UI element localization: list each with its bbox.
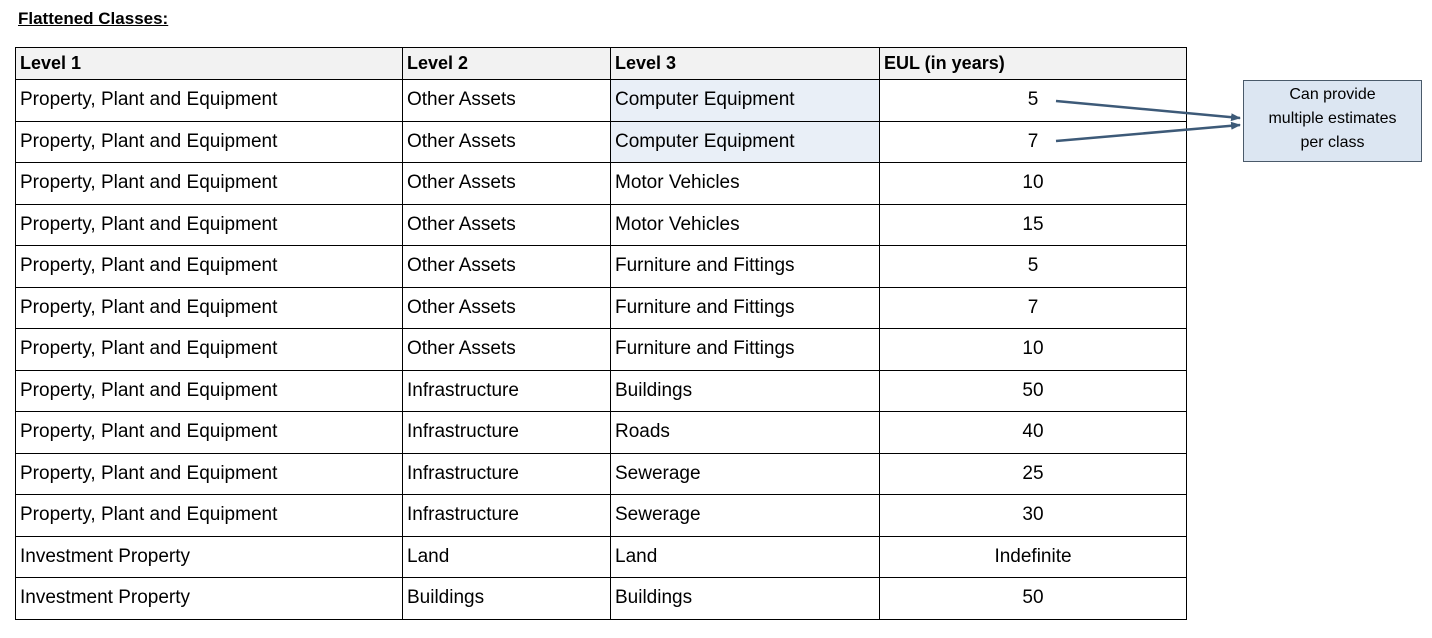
cell-level-3: Land xyxy=(610,535,880,578)
cell-level-1: Property, Plant and Equipment xyxy=(15,203,403,246)
column-header-level-1: Level 1 xyxy=(15,47,403,80)
cell-level-3: Roads xyxy=(610,411,880,454)
table-row: Property, Plant and Equipment Infrastruct… xyxy=(15,411,1187,454)
table-row: Property, Plant and Equipment Other Asset… xyxy=(15,286,1187,329)
column-header-eul: EUL (in years) xyxy=(879,47,1187,80)
cell-level-1: Investment Property xyxy=(15,535,403,578)
cell-eul: 7 xyxy=(879,286,1187,329)
cell-level-1: Property, Plant and Equipment xyxy=(15,494,403,537)
cell-level-2: Buildings xyxy=(402,577,611,620)
table-row: Property, Plant and Equipment Other Asset… xyxy=(15,245,1187,288)
cell-level-3: Motor Vehicles xyxy=(610,162,880,205)
table-row: Property, Plant and Equipment Infrastruct… xyxy=(15,452,1187,495)
cell-eul: 5 xyxy=(879,79,1187,122)
cell-level-1: Investment Property xyxy=(15,577,403,620)
cell-level-3: Furniture and Fittings xyxy=(610,286,880,329)
cell-eul: 10 xyxy=(879,328,1187,371)
cell-level-1: Property, Plant and Equipment xyxy=(15,79,403,122)
cell-level-2: Other Assets xyxy=(402,328,611,371)
cell-level-1: Property, Plant and Equipment xyxy=(15,245,403,288)
cell-level-2: Other Assets xyxy=(402,245,611,288)
cell-eul: 15 xyxy=(879,203,1187,246)
cell-eul: 5 xyxy=(879,245,1187,288)
table-row: Property, Plant and Equipment Infrastruct… xyxy=(15,494,1187,537)
cell-eul: 25 xyxy=(879,452,1187,495)
table-row: Property, Plant and Equipment Other Asset… xyxy=(15,120,1187,163)
cell-level-2: Infrastructure xyxy=(402,411,611,454)
cell-level-3: Sewerage xyxy=(610,494,880,537)
cell-level-2: Infrastructure xyxy=(402,369,611,412)
cell-eul: 30 xyxy=(879,494,1187,537)
cell-level-3: Computer Equipment xyxy=(610,79,880,122)
cell-level-2: Land xyxy=(402,535,611,578)
table-row: Investment Property Land Land Indefinite xyxy=(15,535,1187,578)
table-row: Property, Plant and Equipment Infrastruct… xyxy=(15,369,1187,412)
cell-level-3: Buildings xyxy=(610,577,880,620)
cell-level-1: Property, Plant and Equipment xyxy=(15,162,403,205)
cell-level-2: Other Assets xyxy=(402,203,611,246)
callout-line: per class xyxy=(1300,134,1365,151)
cell-level-3: Sewerage xyxy=(610,452,880,495)
cell-level-2: Other Assets xyxy=(402,286,611,329)
cell-eul: 50 xyxy=(879,577,1187,620)
cell-level-2: Infrastructure xyxy=(402,494,611,537)
cell-level-2: Other Assets xyxy=(402,120,611,163)
section-title: Flattened Classes: xyxy=(18,9,169,28)
column-header-level-2: Level 2 xyxy=(402,47,611,80)
cell-level-2: Other Assets xyxy=(402,162,611,205)
cell-level-3: Computer Equipment xyxy=(610,120,880,163)
cell-level-1: Property, Plant and Equipment xyxy=(15,411,403,454)
cell-level-3: Furniture and Fittings xyxy=(610,245,880,288)
callout-line: Can provide xyxy=(1289,86,1376,103)
cell-level-2: Other Assets xyxy=(402,79,611,122)
cell-level-1: Property, Plant and Equipment xyxy=(15,328,403,371)
callout-box: Can provide multiple estimates per class xyxy=(1243,80,1422,162)
table-header-row: Level 1 Level 2 Level 3 EUL (in years) xyxy=(15,47,1187,80)
cell-level-1: Property, Plant and Equipment xyxy=(15,452,403,495)
cell-level-3: Furniture and Fittings xyxy=(610,328,880,371)
table-row: Property, Plant and Equipment Other Asset… xyxy=(15,162,1187,205)
cell-eul: 50 xyxy=(879,369,1187,412)
cell-eul: Indefinite xyxy=(879,535,1187,578)
table-row: Investment Property Buildings Buildings 50 xyxy=(15,577,1187,620)
cell-level-1: Property, Plant and Equipment xyxy=(15,286,403,329)
table-row: Property, Plant and Equipment Other Asset… xyxy=(15,203,1187,246)
cell-level-1: Property, Plant and Equipment xyxy=(15,120,403,163)
callout-line: multiple estimates xyxy=(1268,110,1397,127)
cell-level-1: Property, Plant and Equipment xyxy=(15,369,403,412)
cell-eul: 7 xyxy=(879,120,1187,163)
column-header-level-3: Level 3 xyxy=(610,47,880,80)
cell-level-3: Motor Vehicles xyxy=(610,203,880,246)
table-row: Property, Plant and Equipment Other Asset… xyxy=(15,328,1187,371)
cell-eul: 10 xyxy=(879,162,1187,205)
cell-level-3: Buildings xyxy=(610,369,880,412)
cell-eul: 40 xyxy=(879,411,1187,454)
table-row: Property, Plant and Equipment Other Asset… xyxy=(15,79,1187,122)
flattened-classes-table: Level 1 Level 2 Level 3 EUL (in years) P… xyxy=(15,47,1187,620)
cell-level-2: Infrastructure xyxy=(402,452,611,495)
